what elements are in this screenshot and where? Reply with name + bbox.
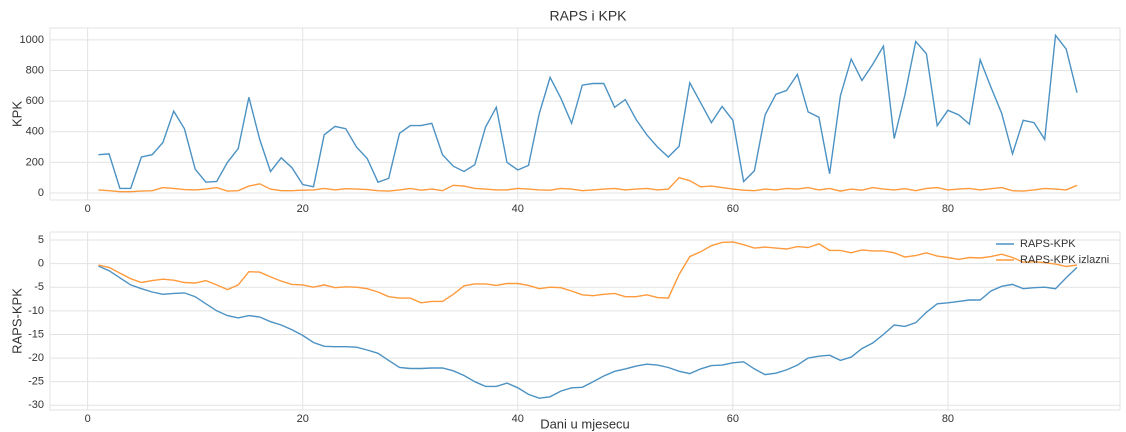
y-tick-label: 1000	[20, 34, 44, 46]
x-tick-label: 20	[297, 203, 309, 215]
x-axis-label: Dani u mjesecu	[540, 416, 630, 431]
x-tick-label: 80	[942, 413, 954, 425]
x-tick-label: 20	[297, 413, 309, 425]
x-tick-label: 0	[85, 413, 91, 425]
x-tick-label: 60	[727, 203, 739, 215]
y-tick-label: -5	[34, 281, 44, 293]
y-tick-label: 600	[26, 95, 44, 107]
y-tick-label: -15	[28, 328, 44, 340]
y-tick-label: -25	[28, 376, 44, 388]
y-tick-label: 0	[38, 258, 44, 270]
chart-title: RAPS i KPK	[549, 8, 627, 24]
y-tick-label: 0	[38, 187, 44, 199]
y-tick-label: -20	[28, 352, 44, 364]
y-tick-label: 200	[26, 156, 44, 168]
x-tick-label: 40	[512, 413, 524, 425]
y-tick-label: -10	[28, 305, 44, 317]
y-tick-label: -30	[28, 399, 44, 411]
x-tick-label: 0	[85, 203, 91, 215]
plot-area	[49, 231, 1121, 411]
plot-area	[49, 27, 1121, 201]
y-tick-label: 400	[26, 126, 44, 138]
y-tick-label: 800	[26, 64, 44, 76]
x-tick-label: 60	[727, 413, 739, 425]
legend-label: RAPS-KPK	[1020, 238, 1076, 250]
y-tick-label: 5	[38, 234, 44, 246]
x-tick-label: 40	[512, 203, 524, 215]
y-axis-label: RAPS-KPK	[9, 288, 24, 354]
legend-label: RAPS-KPK izlazni	[1020, 254, 1109, 266]
x-tick-label: 80	[942, 203, 954, 215]
y-axis-label: KPK	[9, 101, 24, 127]
line-series	[98, 265, 1078, 399]
line-series	[98, 33, 1078, 190]
line-series	[98, 241, 1078, 304]
line-series	[98, 176, 1078, 193]
